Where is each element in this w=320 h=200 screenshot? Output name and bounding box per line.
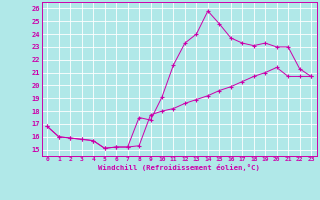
- X-axis label: Windchill (Refroidissement éolien,°C): Windchill (Refroidissement éolien,°C): [98, 164, 260, 171]
